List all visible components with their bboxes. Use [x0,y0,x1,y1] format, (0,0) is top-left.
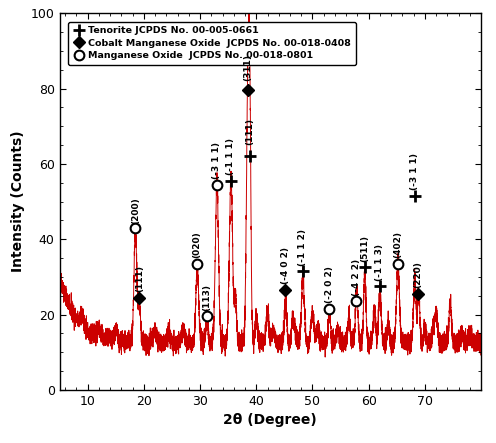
Text: (113): (113) [202,284,211,311]
Text: (-1 1 3): (-1 1 3) [375,244,384,281]
Text: (-1 1 1): (-1 1 1) [227,138,236,175]
Text: (111): (111) [245,118,254,145]
Text: (311): (311) [244,54,252,81]
Text: (-1 1 2): (-1 1 2) [299,229,308,266]
Text: (-3 1 1): (-3 1 1) [212,142,221,179]
Text: (511): (511) [360,235,369,262]
X-axis label: 2θ (Degree): 2θ (Degree) [223,413,317,427]
Legend: Tenorite JCPDS No. 00-005-0661, Cobalt Manganese Oxide  JCPDS No. 00-018-0408, M: Tenorite JCPDS No. 00-005-0661, Cobalt M… [68,22,356,65]
Y-axis label: Intensity (Counts): Intensity (Counts) [11,131,25,272]
Text: (020): (020) [193,231,202,258]
Text: (111): (111) [135,265,144,292]
Text: (-2 0 2): (-2 0 2) [325,266,334,303]
Text: (-4 0 2): (-4 0 2) [281,247,290,284]
Text: (-3 1 1): (-3 1 1) [410,153,419,190]
Text: (402): (402) [393,231,402,258]
Text: (-4 2 2): (-4 2 2) [352,259,361,296]
Text: (200): (200) [131,198,140,224]
Text: (220): (220) [414,261,423,288]
